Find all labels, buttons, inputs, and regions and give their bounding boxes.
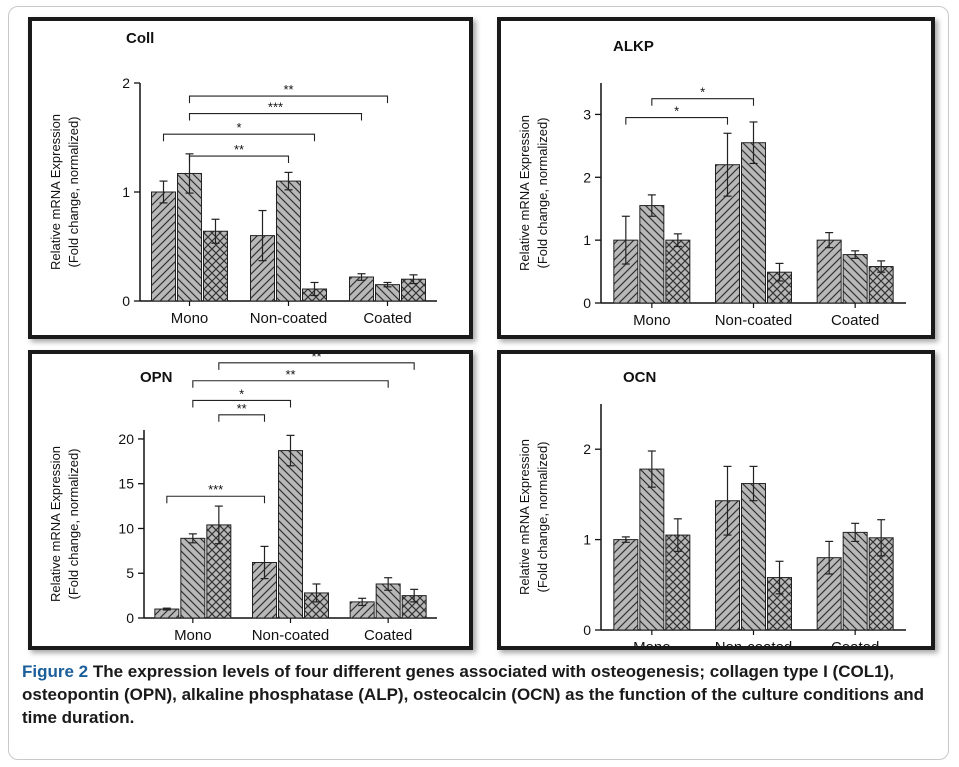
x-tick-label: Non-coated [250, 310, 328, 327]
y-tick-label: 2 [583, 441, 591, 457]
bar [278, 450, 303, 619]
chart-ocn: OCN Relative mRNA Expression (Fold change,… [517, 369, 906, 646]
significance-label: ** [237, 401, 247, 416]
y-tick-label: 0 [122, 293, 130, 309]
caption-label: Figure 2 [22, 662, 89, 681]
y-tick-label: 1 [583, 232, 591, 248]
significance-label: * [239, 386, 244, 401]
significance-label: ** [311, 354, 321, 364]
x-tick-label: Coated [363, 310, 411, 327]
bar [741, 142, 766, 304]
y-tick-label: 2 [122, 75, 130, 91]
bar [741, 483, 766, 631]
y-tick-label: 1 [583, 532, 591, 548]
bar [842, 254, 868, 304]
chart-alkp: ALKP Relative mRNA Expression (Fold change… [517, 38, 906, 329]
x-tick-label: Non-coated [252, 627, 330, 644]
significance-bracket [192, 380, 389, 388]
bar [180, 537, 206, 619]
significance-label: ** [285, 367, 295, 382]
bar [816, 239, 842, 304]
bar [842, 531, 868, 631]
y-tick-label: 0 [583, 622, 591, 638]
significance-bracket [192, 399, 292, 408]
y-axis-label: Relative mRNA Expression [48, 446, 63, 602]
x-tick-label: Mono [633, 312, 671, 329]
bar [639, 205, 665, 304]
y-axis-label: (Fold change, normalized) [66, 448, 81, 599]
significance-label: * [674, 104, 679, 119]
y-tick-label: 1 [122, 184, 130, 200]
figure-caption: Figure 2 The expression levels of four d… [22, 660, 937, 729]
chart-title: ALKP [613, 38, 654, 55]
chart-panel-opn: OPN Relative mRNA Expression (Fold change,… [28, 350, 473, 650]
significance-bracket [218, 414, 266, 422]
y-axis-label: (Fold change, normalized) [535, 117, 550, 268]
chart-title: OPN [140, 369, 173, 386]
y-axis-label: (Fold change, normalized) [66, 116, 81, 267]
y-tick-label: 2 [583, 169, 591, 185]
y-axis-label: Relative mRNA Expression [517, 115, 532, 271]
significance-label: ** [283, 82, 293, 97]
chart-panel-alkp: ALKP Relative mRNA Expression (Fold change… [497, 17, 935, 339]
significance-bracket [651, 98, 755, 106]
chart-coll: Coll Relative mRNA Expression (Fold change… [48, 30, 437, 327]
chart-panel-coll: Coll Relative mRNA Expression (Fold change… [28, 17, 473, 339]
bar [665, 239, 691, 304]
chart-title: OCN [623, 369, 656, 386]
significance-label: ** [234, 142, 244, 157]
y-tick-label: 0 [126, 610, 134, 626]
significance-label: * [700, 85, 705, 100]
y-axis-label: Relative mRNA Expression [48, 114, 63, 270]
bar [276, 180, 301, 302]
significance-bracket [218, 362, 415, 370]
significance-label: * [236, 120, 241, 135]
chart-panel-ocn: OCN Relative mRNA Expression (Fold change,… [497, 350, 935, 650]
x-tick-label: Mono [174, 627, 212, 644]
x-tick-label: Mono [633, 639, 671, 646]
chart-opn: OPN Relative mRNA Expression (Fold change,… [48, 354, 437, 644]
x-tick-label: Coated [364, 627, 412, 644]
y-tick-label: 10 [118, 520, 134, 536]
significance-bracket [188, 95, 389, 104]
significance-bracket [188, 155, 290, 164]
y-axis-label: (Fold change, normalized) [535, 441, 550, 592]
x-tick-label: Coated [831, 639, 879, 646]
y-tick-label: 5 [126, 565, 134, 581]
bar [639, 468, 665, 631]
significance-label: *** [208, 482, 223, 497]
y-tick-label: 0 [583, 295, 591, 311]
y-tick-label: 20 [118, 431, 134, 447]
x-tick-label: Non-coated [715, 639, 793, 646]
significance-bracket [162, 133, 316, 142]
y-tick-label: 3 [583, 106, 591, 122]
y-axis-label: Relative mRNA Expression [517, 439, 532, 595]
chart-title: Coll [126, 30, 154, 47]
bar [151, 191, 176, 302]
x-tick-label: Mono [171, 310, 209, 327]
significance-bracket [625, 117, 729, 125]
significance-bracket [188, 112, 363, 121]
significance-label: *** [268, 100, 283, 115]
y-tick-label: 15 [118, 476, 134, 492]
bar [613, 539, 639, 631]
x-tick-label: Non-coated [715, 312, 793, 329]
caption-text: The expression levels of four different … [22, 662, 925, 727]
significance-bracket [166, 495, 266, 504]
x-tick-label: Coated [831, 312, 879, 329]
